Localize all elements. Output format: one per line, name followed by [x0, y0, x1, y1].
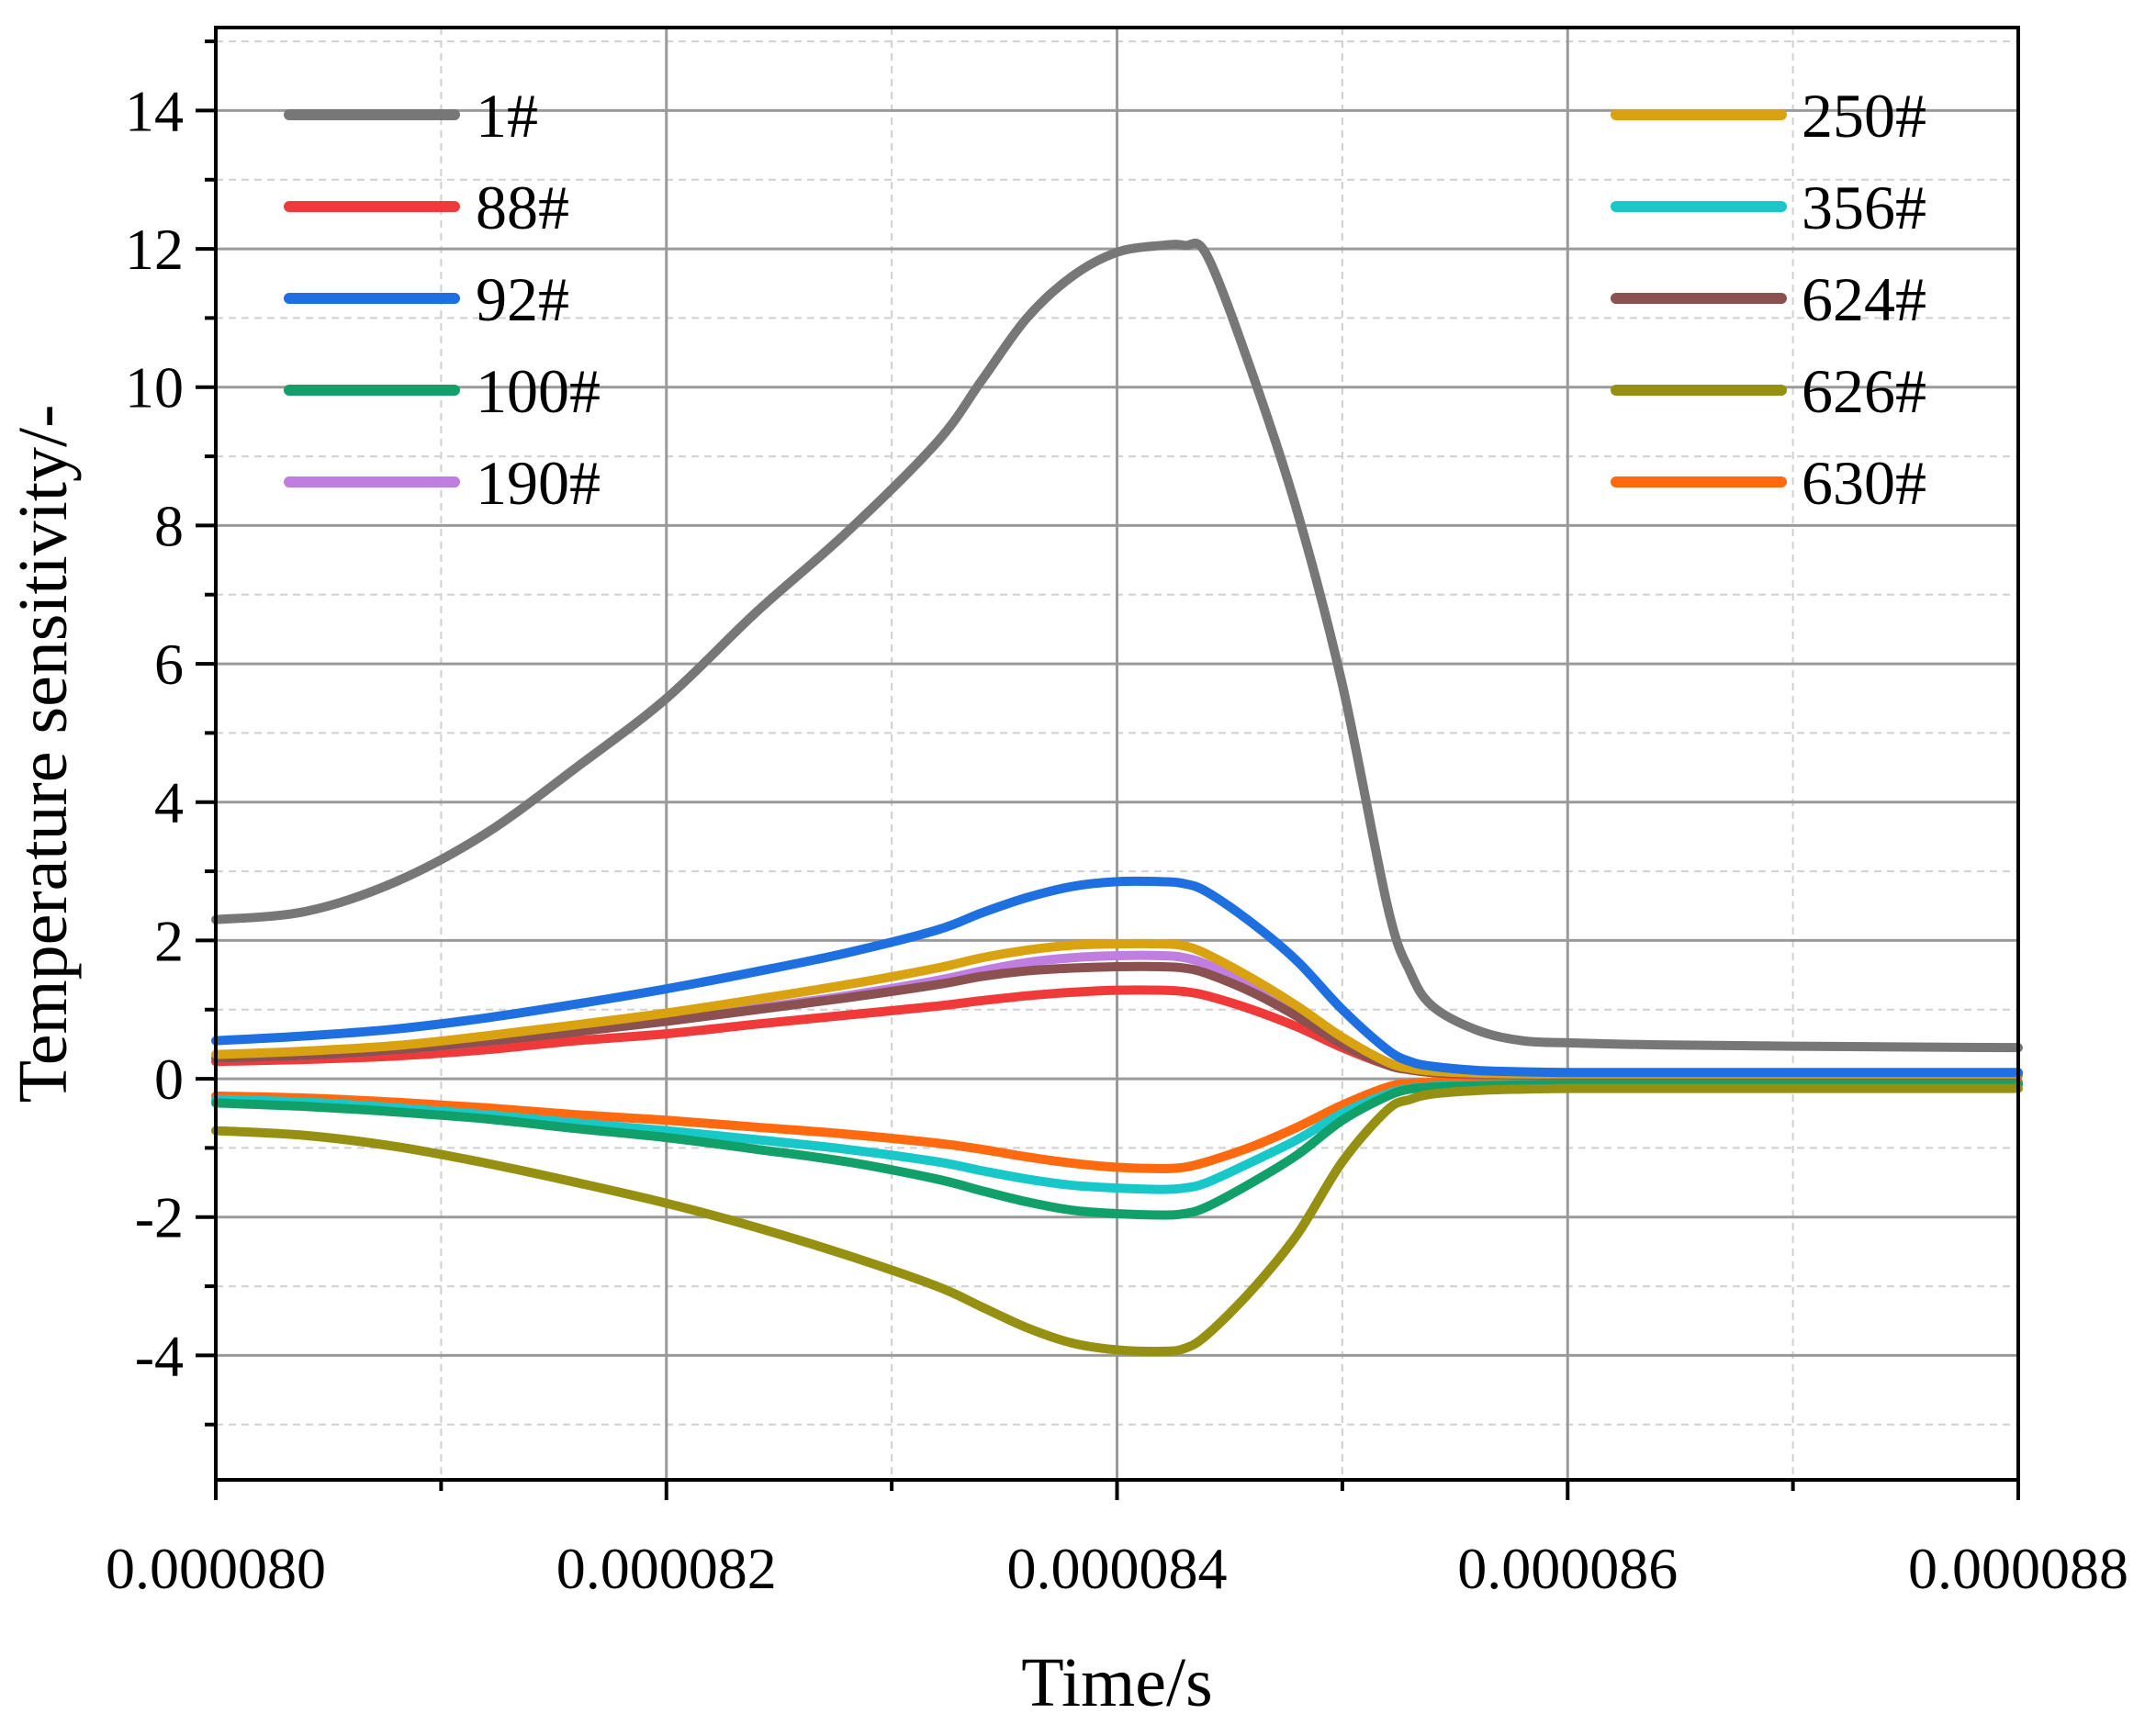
legend-label: 624#	[1802, 264, 1926, 334]
legend-label: 92#	[476, 264, 569, 334]
y-tick-label: 12	[125, 217, 184, 282]
legend-label: 630#	[1802, 448, 1926, 518]
y-tick-label: 2	[154, 908, 184, 973]
legend-label: 1#	[476, 81, 538, 151]
legend-label: 250#	[1802, 81, 1926, 151]
legend-label: 190#	[476, 448, 601, 518]
series-line-1	[211, 238, 2023, 1053]
series-line-92	[211, 876, 2023, 1078]
axis-ticks: 0.000080 0.000082 0.000084 0.000086 0.000088…	[106, 39, 2128, 1601]
legend-label: 626#	[1802, 356, 1926, 426]
series-lines	[211, 238, 2023, 1356]
x-tick-label: 0.000082	[556, 1536, 777, 1601]
y-axis-title: Temperature sensitivity/-	[5, 405, 82, 1103]
y-tick-label: 8	[154, 493, 184, 558]
x-tick-label: 0.000088	[1908, 1536, 2128, 1601]
x-tick-label: 0.000080	[106, 1536, 326, 1601]
legend-label: 100#	[476, 356, 601, 426]
x-tick-label: 0.000084	[1007, 1536, 1228, 1601]
legend: 1# 88# 92# 100# 190# 250# 356# 624# 626# 630#	[284, 81, 1926, 518]
y-tick-label: 14	[125, 78, 184, 143]
y-tick-label: 4	[154, 770, 184, 835]
legend-label: 356#	[1802, 173, 1926, 242]
y-tick-label: -4	[135, 1323, 184, 1388]
x-tick-label: 0.000086	[1457, 1536, 1678, 1601]
legend-label: 88#	[476, 173, 569, 242]
y-tick-label: 10	[125, 355, 184, 420]
y-tick-label: 6	[154, 632, 184, 697]
grid	[214, 28, 2020, 1480]
x-axis-title: Time/s	[1021, 1644, 1212, 1721]
y-tick-label: 0	[154, 1047, 184, 1112]
y-tick-label: -2	[135, 1185, 184, 1250]
series-line-626	[211, 1083, 2023, 1356]
